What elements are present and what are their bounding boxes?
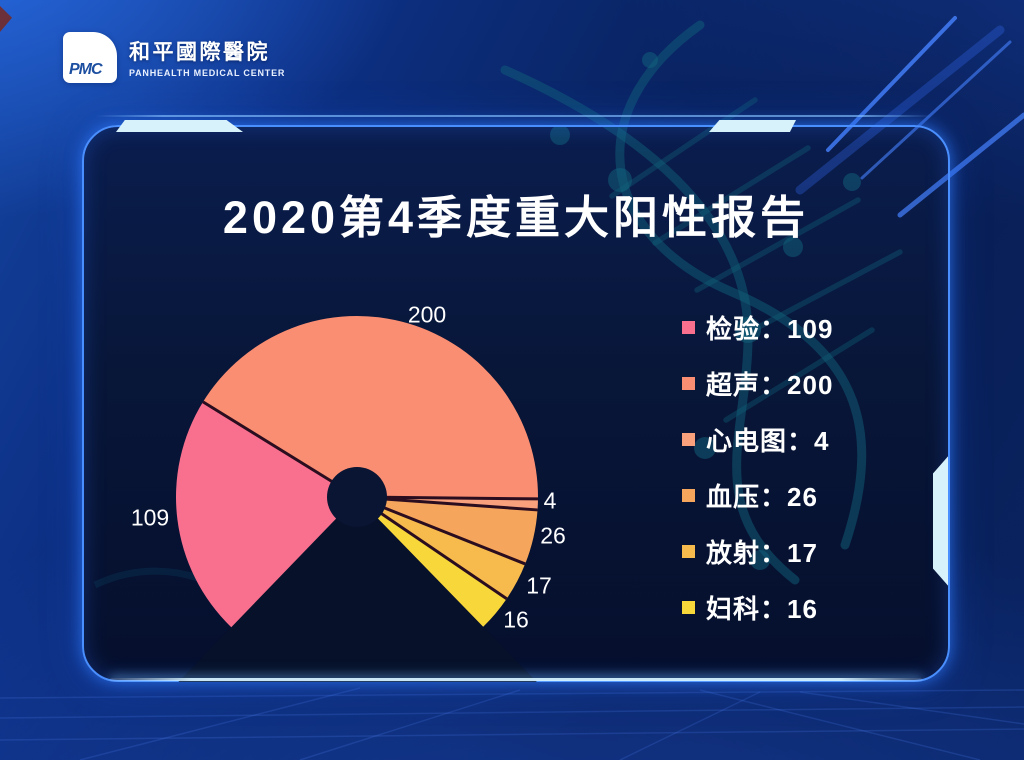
- deco-bar-top-right: [709, 120, 796, 132]
- legend-separator: ：: [760, 537, 788, 568]
- legend-separator: ：: [760, 369, 788, 400]
- legend-item: 检验：109: [682, 313, 834, 344]
- legend-separator: ：: [760, 593, 788, 624]
- pie-label-200: 200: [407, 301, 447, 328]
- panel-bottom-glow: [110, 678, 922, 681]
- pie-label-16: 16: [503, 606, 529, 633]
- legend-label: 心电图: [706, 425, 788, 456]
- legend-separator: ：: [787, 425, 815, 456]
- deco-bar-top-left: [116, 120, 243, 132]
- legend-label: 妇科: [706, 593, 761, 624]
- pie-label-4: 4: [543, 487, 557, 514]
- pmc-logo: PMC: [63, 32, 117, 83]
- legend-item: 放射：17: [682, 537, 833, 568]
- legend-value: 17: [787, 537, 818, 568]
- hospital-name-en: PANHEALTH MEDICAL CENTER: [129, 68, 286, 79]
- brand-header: PMC 和平國際醫院 PANHEALTH MEDICAL CENTER: [63, 32, 285, 83]
- legend-value: 109: [787, 313, 834, 344]
- legend-item: 血压：26: [682, 481, 833, 512]
- legend-item: 心电图：4: [682, 425, 833, 456]
- panel-content: 2020第4季度重大阳性报告 200 109 4 26 17 16 检验：109…: [82, 125, 950, 682]
- top-outer-line: [96, 115, 932, 117]
- legend-value: 200: [787, 369, 834, 400]
- legend-swatch: [682, 544, 695, 558]
- legend-label: 放射: [706, 537, 761, 568]
- deco-bar-right: [933, 456, 948, 586]
- legend-item: 妇科：16: [682, 593, 833, 624]
- pie-chart: [175, 316, 539, 682]
- legend-label: 血压: [706, 481, 761, 512]
- brand-names: 和平國際醫院 PANHEALTH MEDICAL CENTER: [129, 32, 285, 78]
- hospital-name: 和平國際醫院: [129, 41, 270, 64]
- pie-label-109: 109: [130, 504, 170, 531]
- legend-swatch: [682, 600, 695, 614]
- chart-legend: 检验：109 超声：200 心电图：4 血压：26 放射：17 妇科：16: [682, 313, 833, 649]
- legend-separator: ：: [760, 481, 788, 512]
- legend-value: 26: [787, 481, 818, 512]
- pie-label-26: 26: [540, 522, 566, 549]
- legend-swatch: [682, 320, 695, 334]
- pie-label-17: 17: [526, 572, 552, 599]
- legend-label: 超声: [706, 369, 761, 400]
- legend-item: 超声：200: [682, 369, 834, 400]
- legend-swatch: [682, 488, 695, 502]
- pmc-logo-text: PMC: [69, 61, 103, 78]
- legend-swatch: [682, 376, 695, 390]
- legend-swatch: [682, 432, 695, 446]
- legend-value: 4: [814, 425, 830, 456]
- legend-separator: ：: [760, 313, 788, 344]
- legend-value: 16: [787, 593, 818, 624]
- legend-label: 检验: [706, 313, 761, 344]
